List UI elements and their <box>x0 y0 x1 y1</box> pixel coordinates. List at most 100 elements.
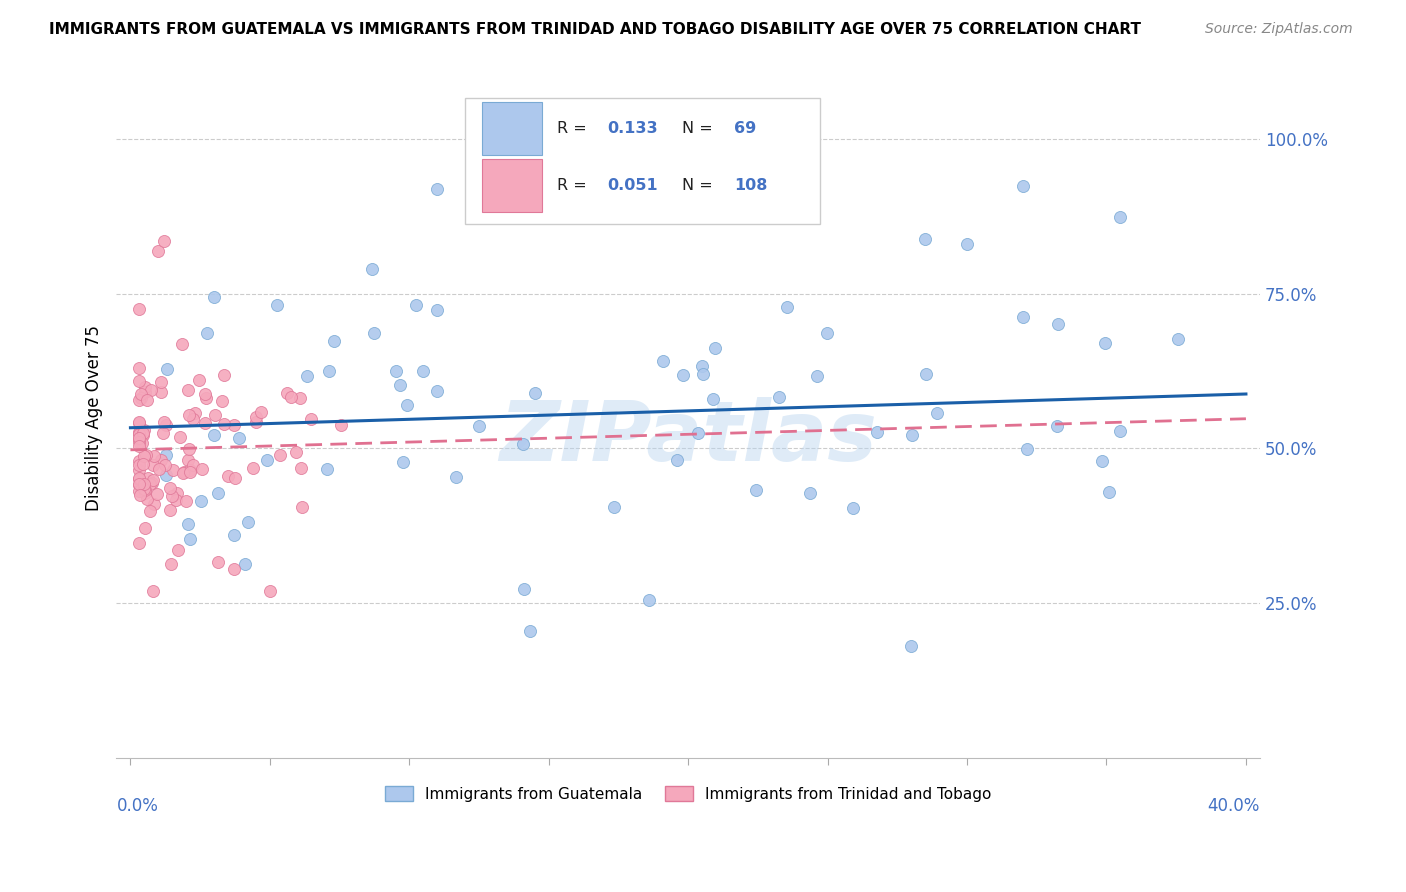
Point <box>665 452 688 467</box>
FancyBboxPatch shape <box>465 98 820 224</box>
Point <box>1091 454 1114 468</box>
Point <box>155 448 177 462</box>
Point <box>181 458 204 473</box>
Point <box>128 415 150 429</box>
Point <box>166 542 188 557</box>
Point <box>128 432 150 446</box>
Point <box>426 182 449 196</box>
Point <box>688 425 710 440</box>
Point <box>1094 336 1116 351</box>
Point <box>426 384 449 398</box>
Point <box>291 500 314 514</box>
Point <box>361 261 384 276</box>
Point <box>266 298 288 312</box>
Point <box>1098 484 1121 499</box>
Point <box>233 557 256 571</box>
Point <box>446 470 468 484</box>
Point <box>177 408 200 422</box>
Point <box>174 494 197 508</box>
Point <box>318 364 340 378</box>
Point <box>512 582 534 596</box>
Point <box>162 463 184 477</box>
Point <box>1109 210 1132 224</box>
Point <box>149 375 172 389</box>
Point <box>142 458 165 472</box>
Point <box>806 368 828 383</box>
Point <box>142 583 165 598</box>
Point <box>152 425 174 440</box>
Point <box>651 354 673 368</box>
Point <box>276 386 298 401</box>
Point <box>224 562 246 576</box>
Point <box>143 450 166 464</box>
Point <box>166 486 188 500</box>
Point <box>316 462 339 476</box>
Point <box>128 431 150 445</box>
Point <box>132 428 155 442</box>
Point <box>389 377 412 392</box>
Point <box>290 461 312 475</box>
Point <box>900 428 922 442</box>
Point <box>405 298 427 312</box>
Point <box>195 326 218 341</box>
Text: N =: N = <box>682 121 718 136</box>
Point <box>207 485 229 500</box>
Point <box>128 472 150 486</box>
Point <box>134 483 156 498</box>
Text: IMMIGRANTS FROM GUATEMALA VS IMMIGRANTS FROM TRINIDAD AND TOBAGO DISABILITY AGE : IMMIGRANTS FROM GUATEMALA VS IMMIGRANTS … <box>49 22 1142 37</box>
Point <box>392 455 415 469</box>
Point <box>134 384 156 399</box>
Point <box>155 468 177 483</box>
Y-axis label: Disability Age Over 75: Disability Age Over 75 <box>86 325 103 510</box>
Point <box>412 364 434 378</box>
Point <box>256 453 278 467</box>
Point <box>866 425 889 439</box>
Point <box>914 231 936 245</box>
Point <box>815 326 838 341</box>
Point <box>211 393 233 408</box>
Point <box>173 465 195 479</box>
Point <box>150 384 173 399</box>
Point <box>128 478 150 492</box>
Point <box>217 469 239 483</box>
Point <box>159 503 181 517</box>
Point <box>900 640 922 654</box>
Text: 108: 108 <box>734 178 768 194</box>
Point <box>129 488 152 502</box>
Point <box>426 303 449 318</box>
Point <box>177 516 200 531</box>
FancyBboxPatch shape <box>482 102 541 155</box>
Point <box>128 425 150 439</box>
Point <box>385 364 408 378</box>
Point <box>672 368 695 382</box>
Point <box>704 341 727 355</box>
Point <box>181 411 204 425</box>
Point <box>956 237 979 252</box>
Text: 0.133: 0.133 <box>607 121 658 136</box>
Point <box>323 334 346 348</box>
Point <box>128 393 150 408</box>
Point <box>202 290 225 304</box>
Point <box>160 489 183 503</box>
Point <box>142 473 165 487</box>
Point <box>228 431 250 445</box>
Text: ZIPatlas: ZIPatlas <box>499 398 877 478</box>
Point <box>128 454 150 468</box>
Point <box>363 326 385 341</box>
Point <box>131 436 153 450</box>
Point <box>148 244 170 258</box>
Text: 0.0%: 0.0% <box>117 797 159 814</box>
Point <box>165 493 187 508</box>
Point <box>245 415 267 429</box>
Point <box>1011 310 1033 325</box>
Point <box>468 419 491 434</box>
Point <box>145 487 167 501</box>
Text: R =: R = <box>557 121 592 136</box>
Point <box>134 485 156 500</box>
Point <box>153 235 176 249</box>
Point <box>194 391 217 405</box>
Point <box>280 390 302 404</box>
Point <box>603 500 626 514</box>
Point <box>129 391 152 405</box>
Point <box>245 409 267 424</box>
